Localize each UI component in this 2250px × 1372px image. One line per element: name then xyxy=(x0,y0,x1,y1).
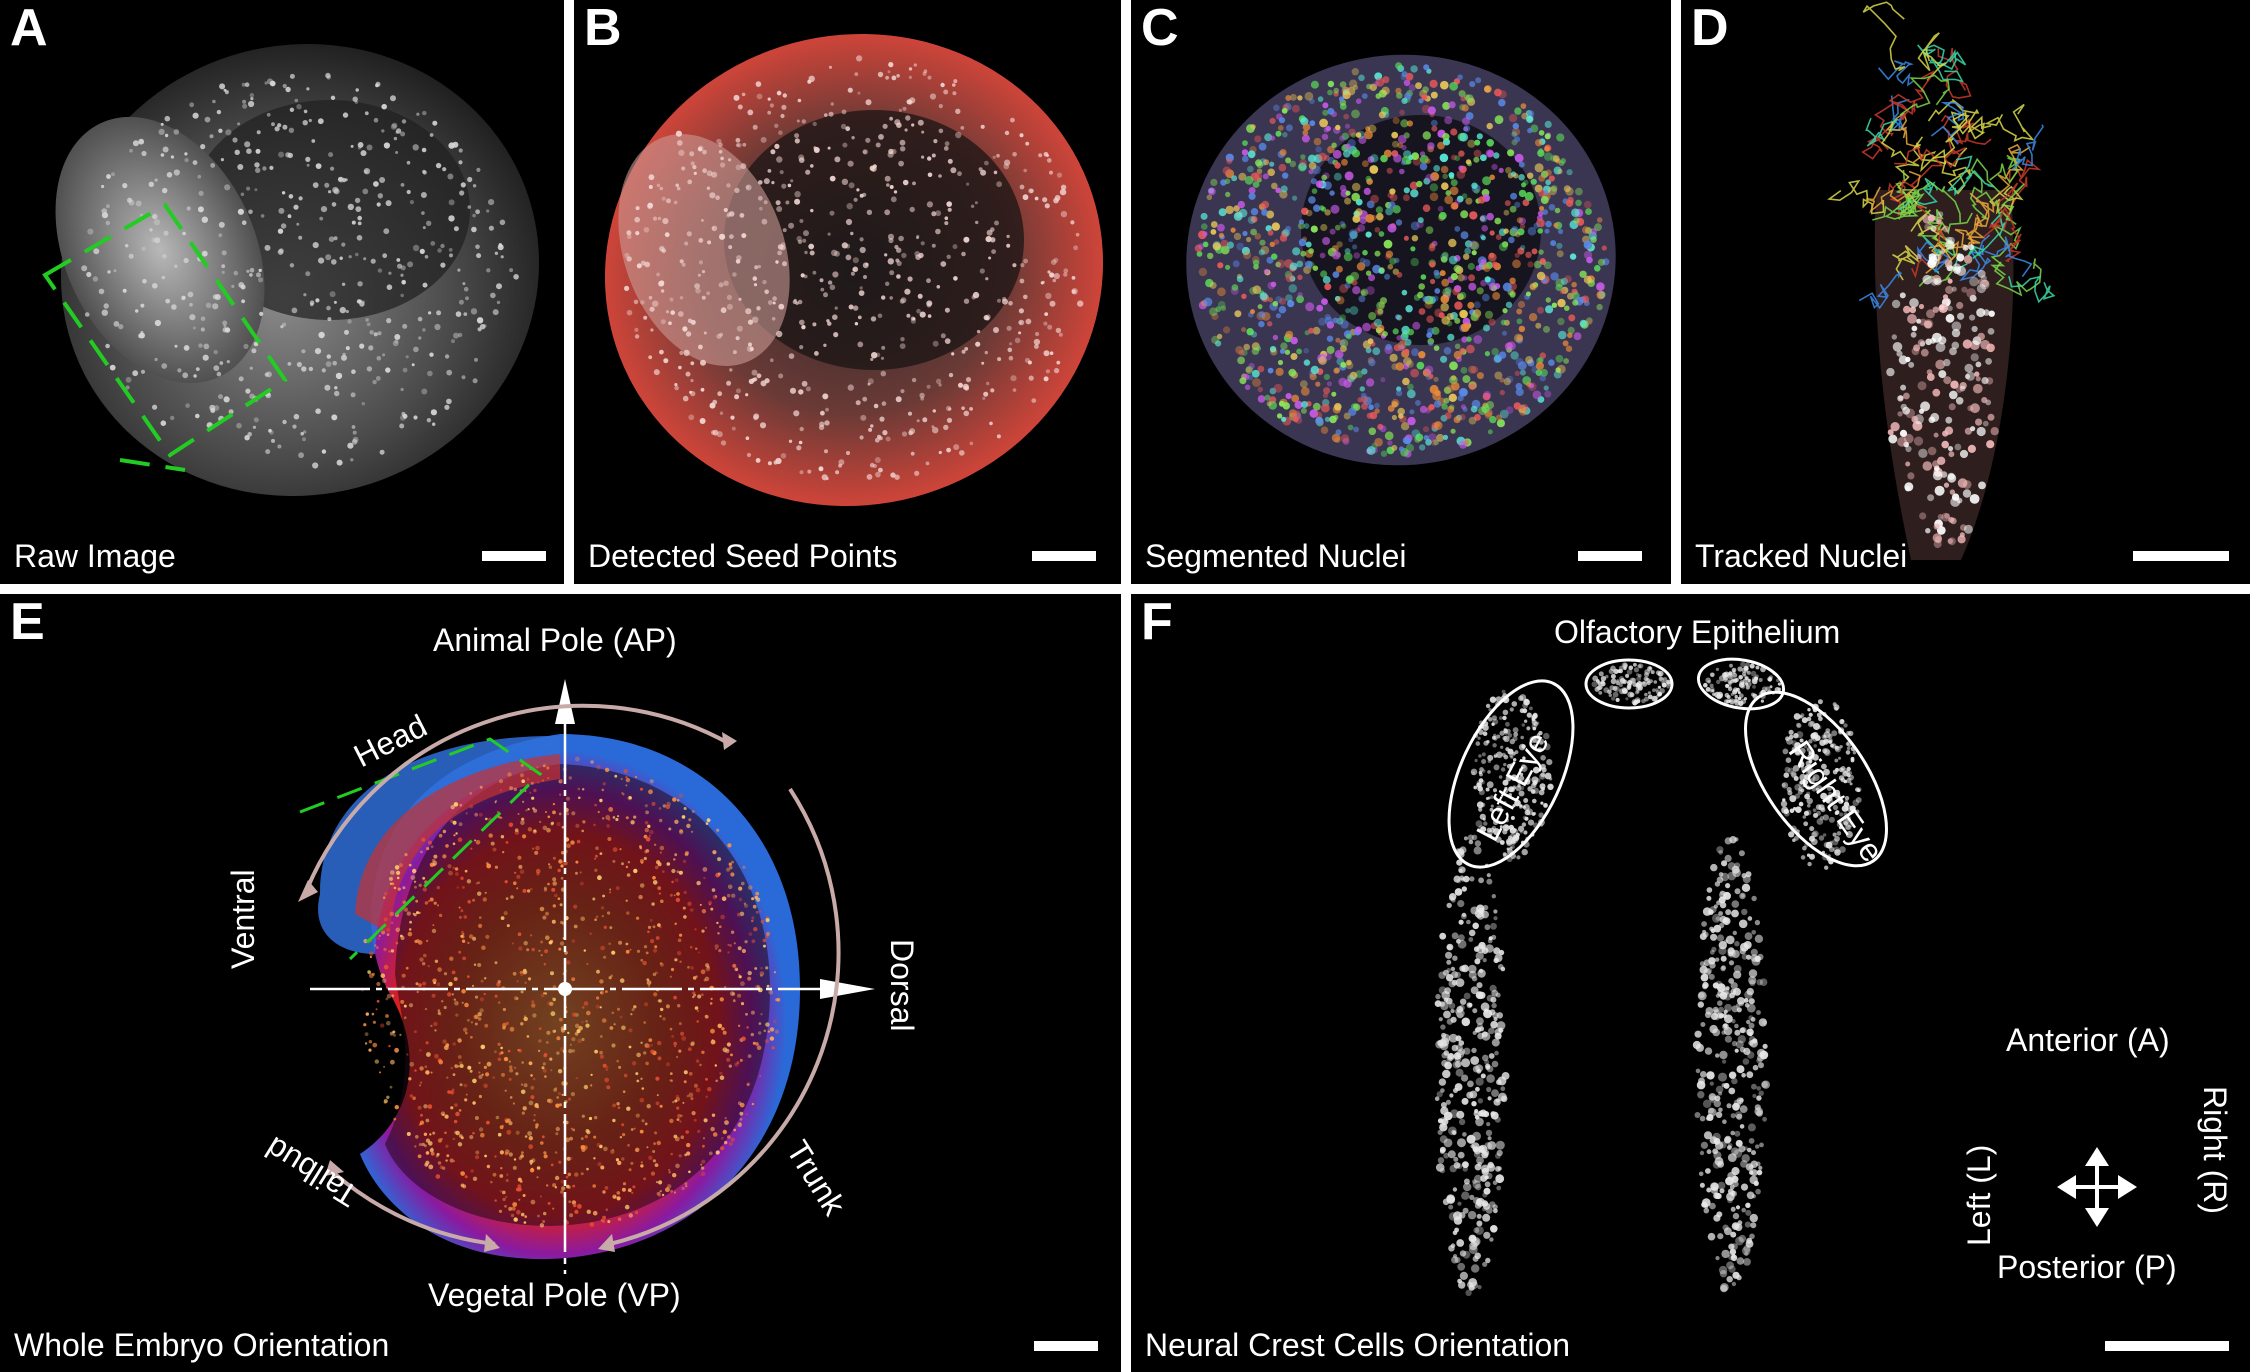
whole-embryo-image xyxy=(298,679,875,1274)
panel-b-seed-points: B Detected Seed Points xyxy=(574,0,1121,584)
left-label: Left (L) xyxy=(1961,1144,1997,1246)
head-roi-dashed-box xyxy=(299,737,543,961)
neural-crest-image xyxy=(1434,657,2137,1296)
right-label: Right (R) xyxy=(2197,1086,2233,1215)
panel-d-scale-bar xyxy=(2133,551,2229,561)
panel-c-letter: C xyxy=(1141,0,1179,57)
anterior-label: Anterior (A) xyxy=(2006,1022,2170,1058)
panel-d-tracked-nuclei: D Tracked Nuclei xyxy=(1681,0,2250,584)
panel-c-scale-bar xyxy=(1578,551,1642,561)
panel-f-caption: Neural Crest Cells Orientation xyxy=(1145,1327,1571,1363)
panel-a-caption: Raw Image xyxy=(14,538,176,574)
roi-dashed-box xyxy=(42,202,288,472)
raw-embryo-image xyxy=(42,43,540,497)
panel-f-letter: F xyxy=(1141,594,1173,651)
olfactory-right-outline xyxy=(1696,657,1786,711)
panel-e-letter: E xyxy=(10,594,45,651)
olfactory-left-outline xyxy=(1584,658,1674,710)
panel-f-scale-bar xyxy=(2105,1341,2229,1351)
panel-f-neural-crest-orientation: F Olfactory Epithelium Left Eye Right Ey… xyxy=(1131,594,2250,1372)
segmented-nuclei-image xyxy=(1186,54,1616,466)
panel-c-segmented-nuclei: C Segmented Nuclei xyxy=(1131,0,1671,584)
panel-d-caption: Tracked Nuclei xyxy=(1695,538,1908,574)
tracked-nuclei-image xyxy=(1827,1,2056,560)
olfactory-epithelium-label: Olfactory Epithelium xyxy=(1554,614,1841,650)
panel-e-scale-bar xyxy=(1034,1341,1098,1351)
panel-e-caption: Whole Embryo Orientation xyxy=(14,1327,390,1363)
dorsal-label: Dorsal xyxy=(884,939,920,1032)
animal-pole-label: Animal Pole (AP) xyxy=(433,622,677,658)
panel-a-letter: A xyxy=(10,0,48,57)
panel-a-raw-image: A Raw Image xyxy=(0,0,564,584)
dorsal-arrowhead xyxy=(820,979,875,999)
panel-d-letter: D xyxy=(1691,0,1729,57)
panel-a-scale-bar xyxy=(482,551,546,561)
panel-b-scale-bar xyxy=(1032,551,1096,561)
animal-pole-arrowhead xyxy=(555,679,575,724)
posterior-label: Posterior (P) xyxy=(1997,1249,2177,1285)
right-eye-outline xyxy=(1744,690,1888,868)
ventral-label: Ventral xyxy=(225,869,261,969)
compass-arrows xyxy=(2057,1147,2137,1227)
panel-c-caption: Segmented Nuclei xyxy=(1145,538,1407,574)
origin-dot xyxy=(558,982,572,996)
left-eye-outline xyxy=(1447,679,1575,869)
seed-points-image xyxy=(604,33,1104,507)
panel-b-caption: Detected Seed Points xyxy=(588,538,898,574)
orientation-arcs xyxy=(303,703,841,1246)
panel-b-letter: B xyxy=(584,0,622,57)
panel-e-whole-embryo-orientation: E Animal Pole (AP) Vegetal Pole (VP) Ven… xyxy=(0,594,1121,1372)
vegetal-pole-label: Vegetal Pole (VP) xyxy=(428,1277,681,1313)
